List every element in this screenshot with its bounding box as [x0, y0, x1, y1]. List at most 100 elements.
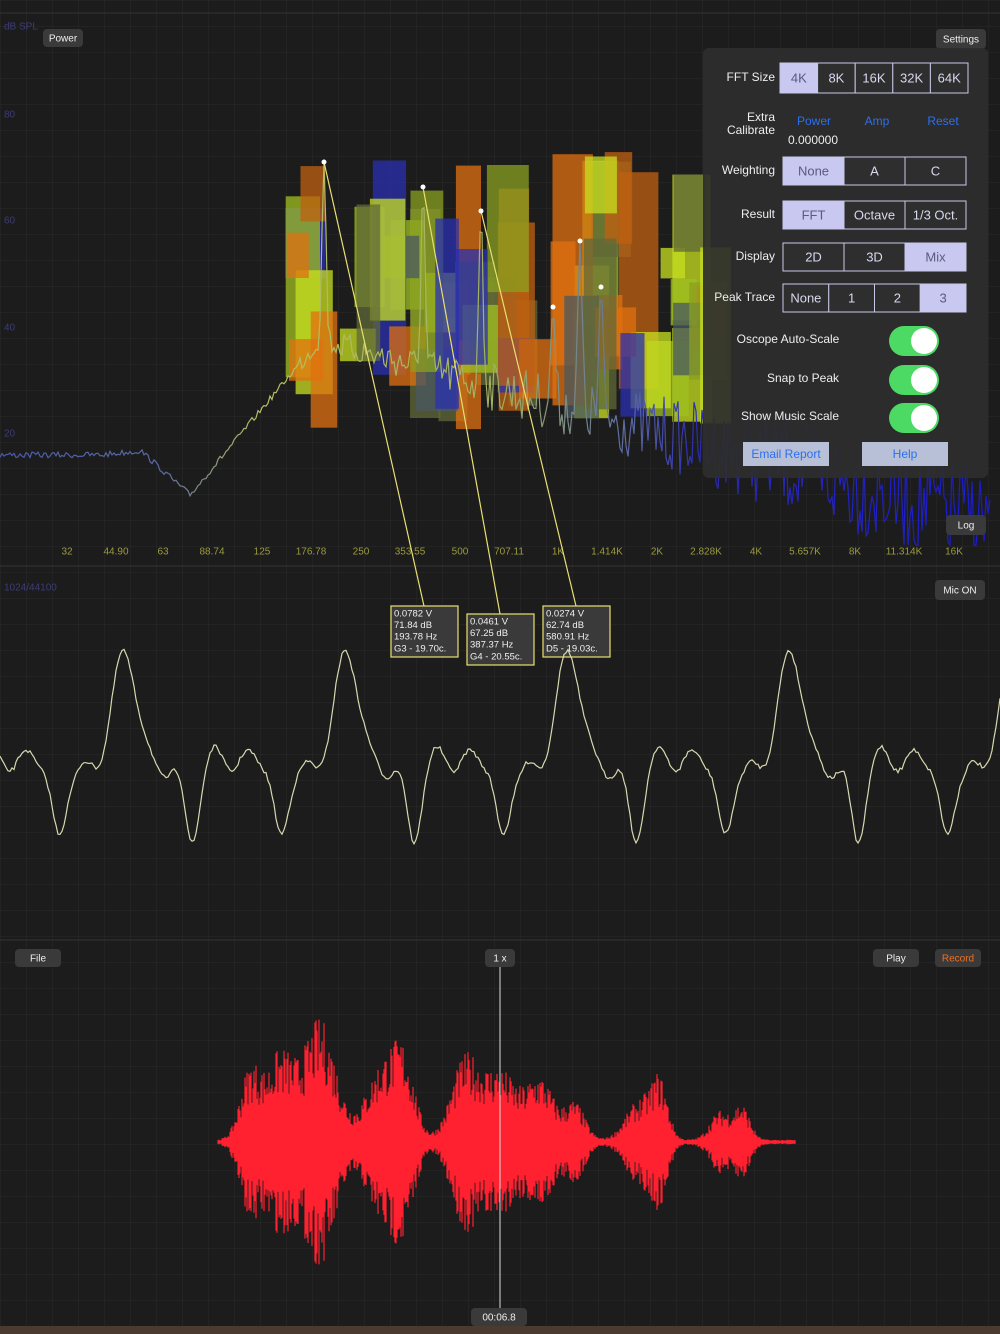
axis-title: dB SPL — [4, 22, 38, 33]
x-label: 44.90 — [103, 547, 128, 558]
audio-waveform — [217, 1019, 796, 1265]
play-button-label[interactable]: Play — [886, 954, 905, 965]
time-display[interactable] — [471, 1308, 527, 1326]
segment-option-label[interactable]: 32K — [900, 70, 923, 85]
calibrate-link[interactable]: Power — [797, 114, 831, 128]
peak-info-line: 0.0461 V — [470, 617, 509, 628]
segment-option-label[interactable]: 8K — [828, 70, 844, 85]
segment-option[interactable] — [782, 283, 830, 313]
segment-option-label[interactable]: 64K — [938, 70, 961, 85]
x-label: 1K — [552, 547, 565, 558]
y-label: 60 — [4, 216, 16, 227]
x-label: 353.55 — [395, 547, 426, 558]
segment-option[interactable] — [828, 283, 875, 313]
segment-option[interactable] — [904, 200, 967, 230]
setting-label: Result — [741, 207, 776, 221]
segment-option[interactable] — [782, 242, 845, 272]
calibrate-link[interactable]: Amp — [865, 114, 890, 128]
segment-option[interactable] — [843, 156, 906, 186]
segment-option[interactable] — [782, 156, 845, 186]
zoom-button-label[interactable]: 1 x — [493, 954, 506, 965]
segment-option[interactable] — [892, 62, 931, 94]
spectrum-3d-bar — [356, 204, 381, 361]
log-button[interactable] — [946, 515, 986, 535]
bottom-bar — [0, 1326, 1000, 1334]
segment-option-label[interactable]: 3D — [866, 249, 883, 264]
x-label: 2.828K — [690, 547, 722, 558]
segment-option-label[interactable]: 2D — [805, 249, 822, 264]
setting-label: Extra — [747, 110, 775, 124]
peak-dot — [550, 304, 556, 310]
x-label: 1.414K — [591, 547, 623, 558]
peak-leader — [323, 161, 425, 607]
x-label: 2K — [651, 547, 664, 558]
power-button[interactable] — [43, 29, 83, 47]
peak-info-box — [542, 605, 611, 658]
segment-option-label[interactable]: None — [798, 163, 829, 178]
help-button-label[interactable]: Help — [893, 447, 918, 461]
peak-info-line: D5 - 19.03c. — [546, 643, 598, 654]
segment-option[interactable] — [929, 62, 969, 94]
zoom-button[interactable] — [485, 949, 515, 967]
x-label: 88.74 — [199, 547, 224, 558]
segment-option[interactable] — [904, 242, 967, 272]
help-button[interactable] — [862, 442, 948, 466]
segment-option-label[interactable]: 4K — [791, 70, 807, 85]
time-display-label[interactable]: 00:06.8 — [482, 1313, 516, 1324]
record-button-label[interactable]: Record — [942, 954, 974, 965]
segment-option-label[interactable]: A — [870, 163, 879, 178]
x-label: 176.78 — [296, 547, 327, 558]
record-button[interactable] — [935, 949, 981, 967]
segment-option-label[interactable]: C — [931, 163, 940, 178]
peak-info-line: G4 - 20.55c. — [470, 651, 522, 662]
y-label: 40 — [4, 323, 16, 334]
email-report-button-label[interactable]: Email Report — [751, 447, 821, 461]
segment-option-label[interactable]: FFT — [802, 207, 826, 222]
file-button-label[interactable]: File — [30, 954, 47, 965]
calibrate-value: 0.000000 — [788, 133, 838, 147]
segment-option-label[interactable]: 1 — [848, 290, 855, 305]
segment-option[interactable] — [779, 62, 819, 94]
x-label: 8K — [849, 547, 862, 558]
segment-option-label[interactable]: None — [790, 290, 821, 305]
segment-option-label[interactable]: 3 — [940, 290, 947, 305]
segment-option-label[interactable]: 1/3 Oct. — [913, 207, 959, 222]
settings-button-label[interactable]: Settings — [943, 35, 979, 46]
segment-option-label[interactable]: Octave — [854, 207, 895, 222]
power-button-label[interactable]: Power — [49, 34, 78, 45]
segment-option[interactable] — [817, 62, 856, 94]
spectrum-3d-bar — [660, 247, 685, 279]
peak-info-line: 71.84 dB — [394, 620, 432, 631]
x-label: 4K — [750, 547, 763, 558]
x-label: 63 — [157, 547, 169, 558]
segment-option-label[interactable]: 16K — [862, 70, 885, 85]
log-button-label[interactable]: Log — [958, 521, 975, 532]
segment-option[interactable] — [843, 200, 906, 230]
setting-label: Display — [736, 249, 775, 263]
mic-button-label[interactable]: Mic ON — [943, 586, 976, 597]
segment-option-label[interactable]: Mix — [925, 249, 946, 264]
segment-option[interactable] — [904, 156, 967, 186]
x-label: 250 — [353, 547, 370, 558]
settings-button[interactable] — [936, 29, 986, 49]
peak-info-box — [466, 613, 535, 666]
toggle-label: Show Music Scale — [741, 409, 839, 423]
setting-label: Weighting — [722, 163, 775, 177]
toggle-label: Oscope Auto-Scale — [737, 332, 840, 346]
toggle-knob[interactable] — [911, 367, 937, 393]
email-report-button[interactable] — [743, 442, 829, 466]
toggle-knob[interactable] — [911, 405, 937, 431]
x-label: 125 — [254, 547, 271, 558]
peak-info-line: 387.37 Hz — [470, 640, 514, 651]
toggle-knob[interactable] — [911, 328, 937, 354]
mic-button[interactable] — [935, 580, 985, 600]
segment-option[interactable] — [919, 283, 967, 313]
file-button[interactable] — [15, 949, 61, 967]
peak-dot — [478, 208, 484, 214]
play-button[interactable] — [873, 949, 919, 967]
setting-label: Calibrate — [727, 123, 775, 137]
peak-dot — [321, 159, 327, 165]
segment-option-label[interactable]: 2 — [894, 290, 901, 305]
calibrate-link[interactable]: Reset — [927, 114, 959, 128]
